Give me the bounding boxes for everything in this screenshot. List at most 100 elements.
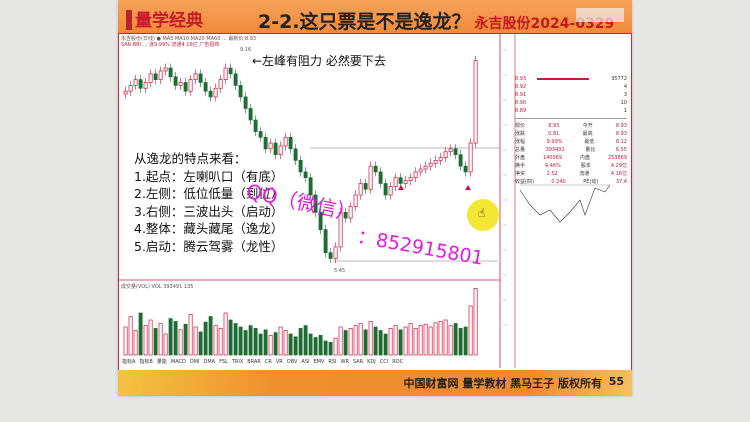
candle (358, 183, 363, 196)
indicator-tab[interactable]: ROC (392, 359, 404, 365)
volume-bar (408, 323, 413, 356)
candle (183, 82, 188, 92)
indicator-tab[interactable]: EMV (313, 359, 325, 365)
stat-value: 8.12 (615, 139, 627, 145)
stat-value: 2.52 (546, 171, 558, 177)
volume-bar (233, 323, 238, 356)
divider (515, 118, 627, 119)
candle (198, 73, 203, 83)
candle (443, 151, 448, 158)
book-price: 8.92 (515, 84, 527, 90)
indicator-tab[interactable]: SAR (352, 359, 364, 365)
candle (133, 79, 138, 86)
quote-stat-row: 外盘 140069 内盘 253869 (515, 154, 627, 162)
chart-info-line2: SAR BBI ... 涨9.99% 流通4.16亿 广告招商 (121, 42, 220, 48)
indicator-tab[interactable]: 指标A (122, 359, 136, 365)
indicator-tab[interactable]: KDJ (367, 359, 376, 365)
volume-bar (168, 318, 173, 356)
candle (448, 148, 453, 153)
mouse-cursor-highlight: ☝ (467, 199, 499, 231)
book-volume: 10 (620, 100, 627, 106)
volume-bar (418, 325, 423, 356)
book-volume: 3 (623, 92, 627, 98)
volume-bar (228, 319, 233, 356)
volume-bar (263, 329, 268, 356)
slide-title: 2-2.这只票是不是逸龙？ 永吉股份2024-0329 (258, 7, 614, 34)
high-price-label: 9.16 (240, 47, 252, 53)
candle (128, 85, 133, 92)
stat-label: 今开 (582, 123, 593, 129)
indicator-tab[interactable]: DMA (203, 359, 216, 365)
stat-value: 253869 (607, 155, 627, 161)
candle (393, 177, 398, 187)
volume-bar (148, 319, 153, 356)
indicator-tab[interactable]: ASI (301, 359, 310, 365)
indicator-tab[interactable]: 指标B (139, 359, 153, 365)
page-number: 55 (608, 375, 624, 388)
candle (178, 82, 183, 86)
stat-label: 涨幅 (515, 139, 526, 145)
quote-stat-row: 净资 2.52 流通 4.16亿 (515, 170, 627, 178)
volume-bar (178, 329, 183, 356)
volume-bar (468, 305, 473, 356)
candle (188, 79, 193, 92)
stat-label: 量比 (585, 147, 596, 153)
candle (338, 211, 343, 248)
volume-bar (378, 330, 383, 356)
indicator-toolbar: 指标A 指标B 量能 MACD DMI DMA FSL TRIX BRAR CR VR OBV ASI E… (122, 358, 407, 365)
volume-bar (288, 333, 293, 356)
stat-label: 净资 (515, 171, 526, 177)
stat-value: 0.240 (551, 179, 566, 185)
indicator-tab[interactable]: MACD (170, 359, 186, 365)
candle (463, 165, 468, 173)
order-book-row: 8.90 10 (515, 99, 627, 107)
candle (308, 177, 313, 196)
book-volume: 35772 (611, 76, 627, 82)
indicator-tab[interactable]: BRAR (247, 359, 261, 365)
volume-bar (473, 288, 478, 356)
stat-value: 8.93 (615, 131, 627, 137)
candle (383, 183, 388, 196)
candle (273, 142, 278, 155)
stat-value: 4.29亿 (610, 163, 627, 169)
indicator-tab[interactable]: 量能 (156, 359, 167, 365)
volume-bar (338, 326, 343, 356)
volume-bar (388, 328, 393, 356)
indicator-tab[interactable]: DMI (189, 359, 200, 365)
indicator-tab[interactable]: RSI (328, 359, 337, 365)
indicator-tab[interactable]: CCI (379, 359, 389, 365)
candle (408, 177, 413, 181)
candle (343, 211, 348, 219)
volume-bar (203, 321, 208, 356)
stat-value: 8.93 (615, 123, 627, 129)
feature-item: 1.起点：左喇叭口（有底） (134, 168, 284, 184)
volume-bar (153, 328, 158, 356)
stat-label: 总量 (515, 147, 526, 153)
chart-info-line1: 永吉股份(日线) ● MA5 MA10 MA20 MA60 ... 最新价 8.… (121, 36, 257, 42)
candle (223, 67, 228, 80)
indicator-tab[interactable]: CR (264, 359, 272, 365)
indicator-tab[interactable]: FSL (219, 359, 228, 365)
candle (298, 160, 303, 173)
indicator-tab[interactable]: VR (275, 359, 283, 365)
candle (468, 142, 473, 173)
candle (328, 252, 333, 259)
volume-bar (248, 325, 253, 356)
candle (173, 76, 178, 86)
quote-panel: 8.93 35772 8.92 4 8.91 3 8.90 10 8.89 1 现价 8.93 今开 8.… (515, 75, 627, 186)
stat-label: 最高 (582, 131, 593, 137)
intraday-price-line (519, 184, 611, 223)
candle (348, 206, 353, 219)
stat-value: 140069 (542, 155, 563, 161)
indicator-tab[interactable]: OBV (286, 359, 298, 365)
resistance-annotation: ←左峰有阻力 必然要下去 (252, 54, 386, 68)
quote-stat-row: 现价 8.93 今开 8.93 (515, 122, 627, 130)
indicator-tab[interactable]: TRIX (231, 359, 244, 365)
hand-cursor-icon: ☝ (478, 206, 486, 220)
candle (158, 70, 163, 80)
candle (388, 185, 393, 196)
volume-bar (278, 326, 283, 356)
indicator-tab[interactable]: WR (340, 359, 349, 365)
volume-bar (273, 332, 278, 356)
volume-bar (463, 326, 468, 356)
